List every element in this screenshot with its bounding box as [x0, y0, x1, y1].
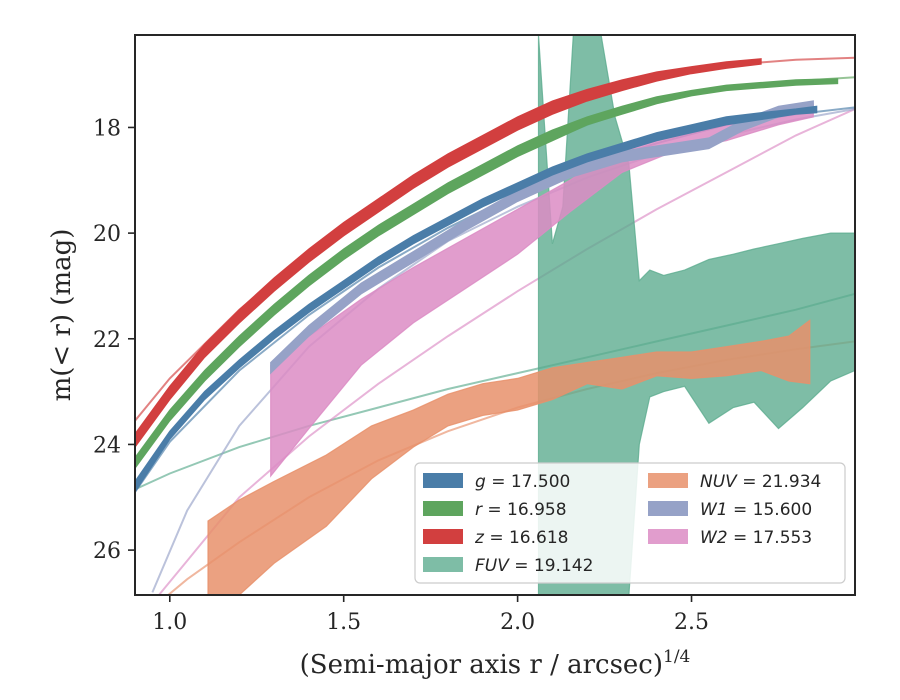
legend-label-NUV: NUV = 21.934: [700, 472, 821, 492]
legend: FUV = 19.142 NUV = 21.934 W2 = 17.553 W1 = …: [414, 462, 846, 584]
x-axis-label-exponent: 1/4: [663, 647, 690, 667]
profile-band-z: [135, 58, 762, 449]
profile-band-r: [135, 78, 839, 470]
profile-band-W2: [270, 102, 814, 478]
legend-label-W2: W2 = 17.553: [700, 528, 812, 548]
y-tick-label: 22: [93, 328, 121, 353]
legend-label-z: z = 16.618: [474, 528, 568, 548]
x-tick-label: 1.0: [152, 610, 187, 635]
x-tick-label: 2.0: [500, 610, 535, 635]
x-tick-label: 1.5: [326, 610, 361, 635]
profile-band-g: [135, 105, 818, 494]
legend-swatch-NUV: [648, 473, 688, 488]
legend-swatch-W2: [648, 529, 688, 544]
y-tick-label: 20: [93, 222, 121, 247]
y-tick-label: 24: [93, 433, 121, 458]
y-tick-label: 18: [93, 116, 121, 141]
legend-swatch-g: [423, 473, 463, 488]
legend-label-g: g = 17.500: [475, 472, 570, 492]
legend-swatch-r: [423, 501, 463, 516]
legend-swatch-z: [423, 529, 463, 544]
x-tick-label: 2.5: [674, 610, 709, 635]
y-axis-ticks: 18 20 22 24 26: [93, 116, 135, 564]
x-axis-label: (Semi-major axis r / arcsec)1/4: [300, 647, 691, 680]
plot-frame: [134, 34, 856, 596]
profile-bands: [135, 35, 855, 595]
legend-label-FUV: FUV = 19.142: [475, 556, 593, 576]
legend-swatch-FUV: [423, 557, 463, 572]
x-axis-ticks: 1.0 1.5 2.0 2.5: [152, 595, 709, 635]
legend-label-r: r = 16.958: [475, 500, 567, 520]
legend-swatch-W1: [648, 501, 688, 516]
legend-label-W1: W1 = 15.600: [700, 500, 812, 520]
y-axis-label: m(< r) (mag): [47, 229, 77, 402]
legend-box: [414, 462, 846, 584]
profile-band-NUV: [207, 319, 811, 595]
y-tick-label: 26: [93, 539, 121, 564]
